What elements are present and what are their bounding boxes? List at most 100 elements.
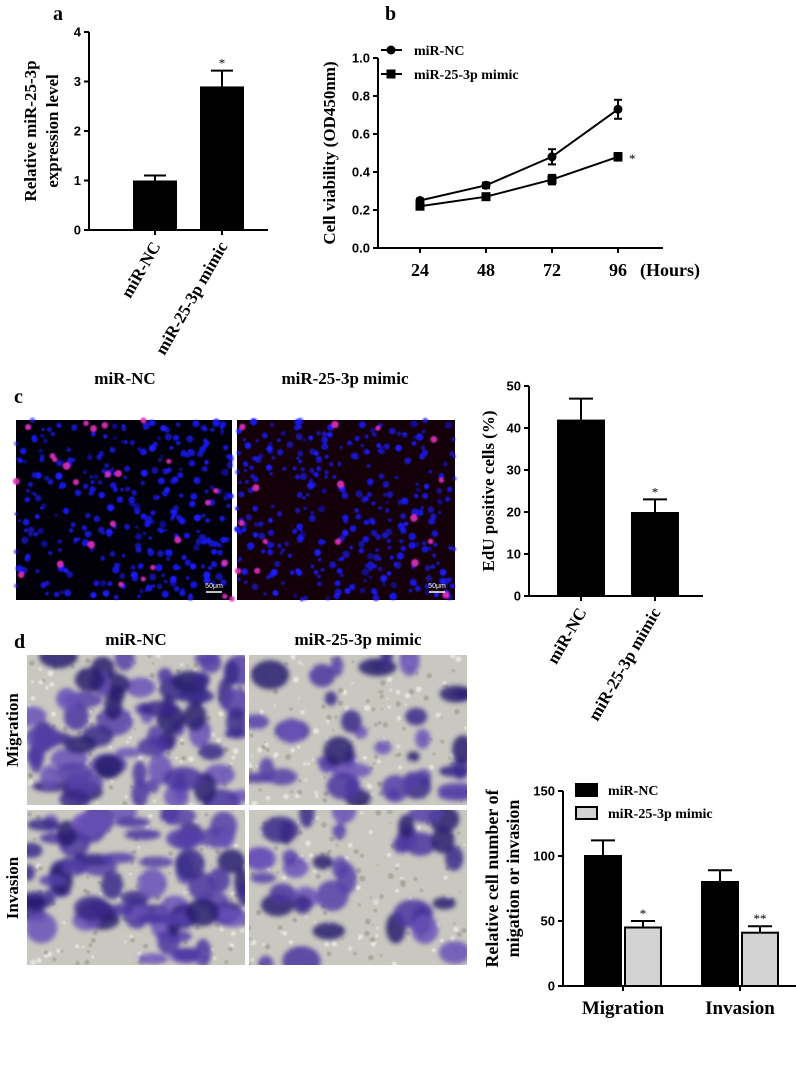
edu-nucleus (252, 484, 260, 492)
dapi-nucleus (143, 531, 147, 535)
stained-cell (132, 760, 147, 786)
pore (366, 783, 373, 789)
dapi-nucleus (373, 553, 381, 562)
dapi-nucleus (324, 454, 329, 459)
dapi-nucleus (164, 549, 171, 555)
dapi-nucleus (89, 486, 96, 493)
dapi-nucleus (444, 421, 452, 429)
dapi-nucleus (341, 529, 349, 537)
dapi-nucleus (163, 579, 168, 584)
dapi-nucleus (375, 534, 381, 540)
y-axis-label: Relative miR-25-3p (21, 60, 40, 201)
dapi-nucleus (432, 553, 437, 558)
pore (75, 961, 80, 965)
dapi-nucleus (384, 508, 390, 513)
stained-cell (40, 765, 59, 789)
y-tick-label: 1 (74, 173, 81, 188)
stained-cell (175, 848, 205, 880)
pore (386, 676, 393, 683)
dapi-nucleus (452, 476, 457, 481)
pore (395, 701, 401, 707)
dapi-nucleus (220, 428, 224, 432)
dapi-nucleus (258, 453, 264, 459)
dapi-nucleus (170, 508, 176, 515)
pore (331, 729, 335, 732)
stained-cell (415, 728, 431, 749)
dapi-nucleus (13, 583, 19, 588)
dapi-nucleus (371, 501, 376, 506)
dapi-nucleus (259, 521, 264, 526)
dapi-nucleus (57, 423, 62, 428)
dapi-nucleus (216, 542, 221, 547)
dapi-nucleus (224, 491, 230, 497)
dapi-nucleus (210, 561, 217, 567)
dapi-nucleus (383, 443, 390, 450)
dapi-nucleus (380, 445, 384, 450)
stained-cell (199, 655, 222, 674)
edu-nucleus (166, 458, 172, 464)
legend-marker (386, 69, 396, 79)
pore (30, 680, 34, 684)
pore (387, 873, 394, 880)
dapi-nucleus (339, 573, 344, 578)
dapi-nucleus (317, 581, 322, 587)
pore (36, 957, 42, 964)
dapi-nucleus (107, 581, 113, 587)
pore (334, 715, 338, 719)
pore (355, 885, 361, 891)
dapi-nucleus (317, 558, 322, 562)
pore (369, 937, 376, 943)
dapi-nucleus (276, 511, 283, 517)
dapi-nucleus (376, 443, 382, 448)
edu-nucleus (204, 499, 211, 506)
dapi-nucleus (324, 475, 328, 479)
pore (49, 682, 55, 687)
dapi-nucleus (210, 581, 216, 586)
stained-cell (398, 814, 415, 839)
dapi-nucleus (313, 569, 319, 575)
pore (326, 719, 330, 723)
dapi-nucleus (207, 565, 213, 571)
pore (62, 726, 68, 732)
dapi-nucleus (226, 503, 231, 508)
dapi-nucleus (297, 417, 304, 425)
dapi-nucleus (411, 441, 417, 446)
stained-cell (27, 818, 60, 831)
dapi-nucleus (236, 450, 242, 456)
dapi-nucleus (139, 589, 144, 594)
stained-cell (309, 663, 336, 688)
dapi-nucleus (339, 486, 346, 493)
dapi-nucleus (329, 561, 337, 569)
dapi-nucleus (296, 491, 303, 498)
stained-cell (137, 953, 169, 965)
stained-cell (64, 735, 97, 754)
pore (296, 821, 300, 825)
dapi-nucleus (74, 489, 82, 497)
dapi-nucleus (33, 531, 39, 537)
y-axis-label: EdU positive cells (%) (479, 410, 498, 571)
dapi-nucleus (359, 587, 366, 594)
pore (449, 935, 456, 942)
dapi-nucleus (198, 533, 207, 542)
pore (323, 790, 329, 797)
pore (353, 849, 359, 855)
pore (45, 685, 49, 690)
dapi-nucleus (297, 424, 302, 430)
dapi-nucleus (299, 472, 308, 481)
dapi-nucleus (234, 469, 240, 475)
dapi-nucleus (199, 445, 206, 453)
dapi-nucleus (90, 480, 95, 484)
nuclei-layer (234, 417, 457, 602)
pore (27, 811, 32, 817)
pore (387, 705, 391, 709)
dapi-nucleus (428, 517, 436, 525)
pore (315, 794, 319, 798)
pore (223, 746, 230, 753)
pore (128, 736, 132, 740)
pore (372, 924, 375, 927)
pore (365, 699, 370, 704)
dapi-nucleus (339, 556, 345, 562)
dapi-nucleus (41, 503, 47, 509)
pore (205, 715, 212, 722)
dapi-nucleus (47, 550, 53, 556)
